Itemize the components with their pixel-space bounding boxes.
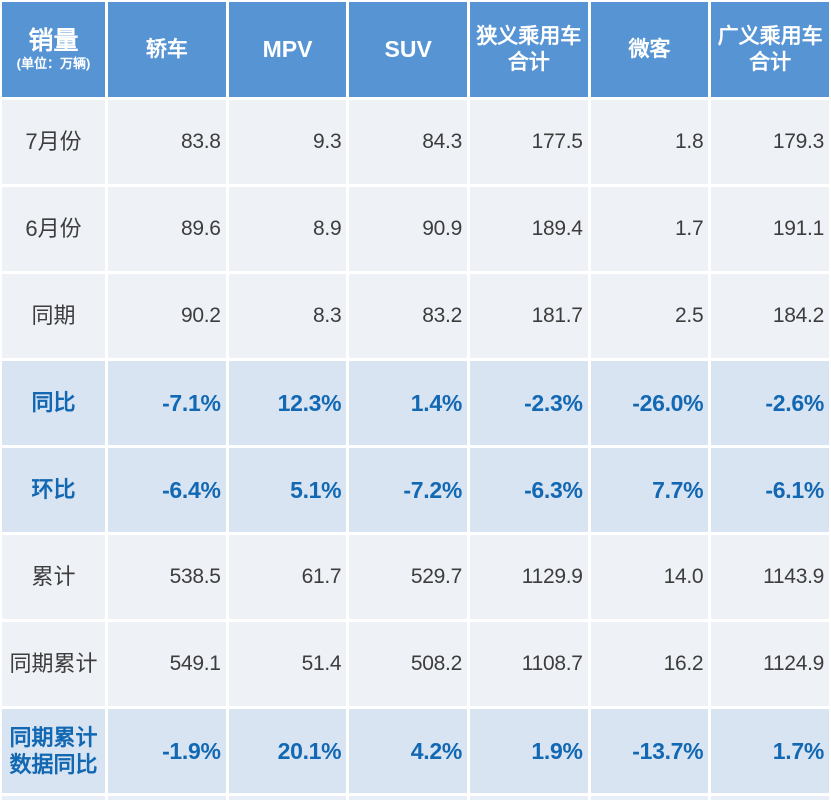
- column-header-sedan: 轿车: [108, 2, 226, 97]
- row-label-cumulative-yoy: 同期累计 数据同比: [2, 709, 105, 793]
- row-label-same-period: 同期: [2, 274, 105, 358]
- table-cell: 549.1: [108, 622, 226, 706]
- table-cell: 1129.9: [469, 535, 588, 619]
- row-label-yoy: 同比: [2, 361, 105, 445]
- table-cell: 51.4: [228, 622, 347, 706]
- table-cell: 90.9: [349, 187, 467, 271]
- table-cell: 1124.9: [711, 622, 829, 706]
- bottom-crop-strip: [2, 796, 105, 800]
- table-cell: 9.3: [228, 100, 347, 184]
- table-cell: 529.7: [349, 535, 467, 619]
- table-cell: 538.5: [108, 535, 226, 619]
- table-cell: 14.0: [590, 535, 709, 619]
- table-cell: 184.2: [711, 274, 829, 358]
- table-title: 销量: [28, 26, 79, 55]
- row-label-mom: 环比: [2, 448, 105, 532]
- corner-header-cell: 销量 (单位：万辆): [2, 2, 105, 97]
- table-cell: 181.7: [469, 274, 588, 358]
- bottom-crop-strip: [590, 796, 709, 800]
- table-cell: 179.3: [711, 100, 829, 184]
- table-cell: -7.2%: [349, 448, 467, 532]
- table-cell: 5.1%: [228, 448, 347, 532]
- column-header-narrow-pv-total: 狭义乘用车 合计: [469, 2, 588, 97]
- table-cell: 508.2: [349, 622, 467, 706]
- bottom-crop-strip: [108, 796, 226, 800]
- table-cell: 20.1%: [228, 709, 347, 793]
- column-header-mpv: MPV: [228, 2, 347, 97]
- table-cell: -1.9%: [108, 709, 226, 793]
- table-cell: 84.3: [349, 100, 467, 184]
- row-label-cumulative: 累计: [2, 535, 105, 619]
- row-label-june: 6月份: [2, 187, 105, 271]
- table-cell: 1143.9: [711, 535, 829, 619]
- row-label-july: 7月份: [2, 100, 105, 184]
- column-header-minibus: 微客: [590, 2, 709, 97]
- bottom-crop-strip: [228, 796, 347, 800]
- bottom-crop-strip: [469, 796, 588, 800]
- table-cell: -6.1%: [711, 448, 829, 532]
- table-cell: 16.2: [590, 622, 709, 706]
- table-cell: 1.7%: [711, 709, 829, 793]
- table-cell: 90.2: [108, 274, 226, 358]
- table-cell: -6.4%: [108, 448, 226, 532]
- table-cell: 83.2: [349, 274, 467, 358]
- bottom-crop-strip: [711, 796, 829, 800]
- table-cell: 7.7%: [590, 448, 709, 532]
- table-cell: 1.4%: [349, 361, 467, 445]
- table-cell: 177.5: [469, 100, 588, 184]
- table-cell: 2.5: [590, 274, 709, 358]
- table-cell: 191.1: [711, 187, 829, 271]
- bottom-crop-strip: [349, 796, 467, 800]
- table-cell: -6.3%: [469, 448, 588, 532]
- table-cell: 8.3: [228, 274, 347, 358]
- table-cell: -2.6%: [711, 361, 829, 445]
- table-cell: 4.2%: [349, 709, 467, 793]
- table-cell: 1.8: [590, 100, 709, 184]
- unit-note: (单位：万辆): [16, 56, 91, 72]
- table-cell: 1108.7: [469, 622, 588, 706]
- table-cell: 61.7: [228, 535, 347, 619]
- column-header-broad-pv-total: 广义乘用车 合计: [711, 2, 829, 97]
- table-cell: 89.6: [108, 187, 226, 271]
- table-cell: 1.7: [590, 187, 709, 271]
- row-label-same-period-cumulative: 同期累计: [2, 622, 105, 706]
- table-cell: -13.7%: [590, 709, 709, 793]
- table-cell: 83.8: [108, 100, 226, 184]
- table-cell: -2.3%: [469, 361, 588, 445]
- table-cell: 8.9: [228, 187, 347, 271]
- column-header-suv: SUV: [349, 2, 467, 97]
- table-cell: 189.4: [469, 187, 588, 271]
- table-cell: -26.0%: [590, 361, 709, 445]
- table-cell: -7.1%: [108, 361, 226, 445]
- table-cell: 12.3%: [228, 361, 347, 445]
- table-cell: 1.9%: [469, 709, 588, 793]
